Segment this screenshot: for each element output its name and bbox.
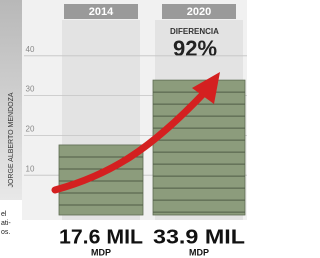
x-tick-label: 2020 bbox=[187, 6, 211, 18]
chart: JORGE ALBERTO MENDOZA DIFERENCIA 92% 10 2… bbox=[0, 0, 247, 258]
annotation-title: DIFERENCIA bbox=[170, 27, 219, 36]
y-tick-label: 20 bbox=[26, 125, 35, 134]
photo-credit: JORGE ALBERTO MENDOZA bbox=[8, 92, 15, 187]
annotation-value: 92% bbox=[173, 36, 217, 61]
side-text: ati- bbox=[1, 220, 11, 227]
x-tick-label: 2014 bbox=[89, 6, 114, 18]
y-tick-label: 30 bbox=[26, 85, 35, 94]
side-text: el bbox=[1, 211, 7, 218]
y-tick-label: 10 bbox=[26, 164, 35, 173]
side-text: os. bbox=[1, 229, 10, 236]
value-label: 33.9 MIL bbox=[153, 226, 245, 248]
unit-label: MDP bbox=[189, 247, 209, 257]
unit-label: MDP bbox=[91, 247, 111, 257]
value-label: 17.6 MIL bbox=[59, 226, 143, 248]
y-tick-label: 40 bbox=[26, 45, 35, 54]
